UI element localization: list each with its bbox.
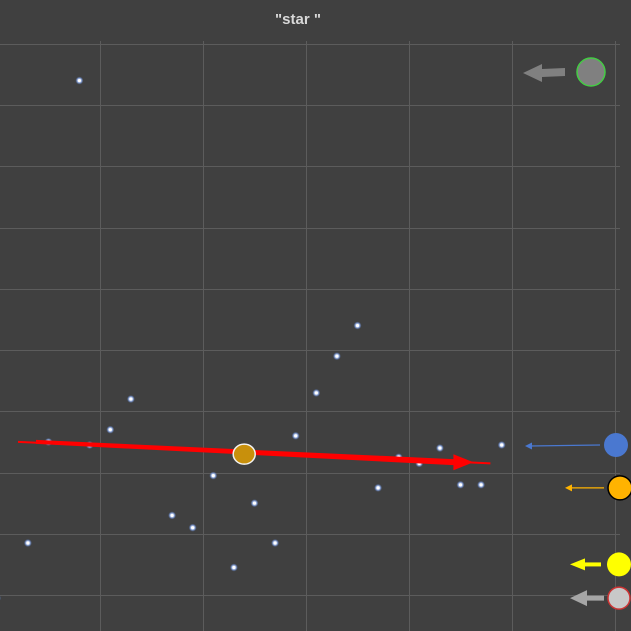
data-point xyxy=(229,563,238,572)
indicator-arrowhead xyxy=(570,590,587,607)
data-point xyxy=(353,321,362,330)
data-point-core xyxy=(170,513,174,518)
data-point xyxy=(456,480,465,489)
data-point-core xyxy=(314,391,318,395)
data-point xyxy=(168,511,177,520)
data-point xyxy=(435,444,444,453)
data-point xyxy=(250,499,259,508)
grid xyxy=(0,41,620,631)
data-point-core xyxy=(458,483,463,487)
top-right-control xyxy=(523,57,606,87)
indicator-arrow xyxy=(584,562,601,567)
data-point xyxy=(23,538,32,547)
data-point-core xyxy=(438,446,442,450)
back-arrow-icon xyxy=(523,64,565,82)
regression-arrowhead xyxy=(453,454,474,471)
data-point xyxy=(0,595,1,601)
indicator-arrowhead xyxy=(525,442,532,450)
data-point xyxy=(209,471,218,480)
indicator-dot xyxy=(607,552,631,577)
data-point xyxy=(291,431,300,440)
data-point-core xyxy=(273,541,277,545)
data-point xyxy=(271,538,280,547)
data-point-core xyxy=(294,434,298,438)
data-point-glow xyxy=(0,595,1,601)
data-point xyxy=(332,352,341,361)
indicators xyxy=(525,432,631,610)
data-point xyxy=(106,425,115,434)
data-point xyxy=(188,523,197,532)
data-points xyxy=(0,76,506,601)
indicator-arrow xyxy=(586,595,604,601)
indicator-dot xyxy=(607,475,631,501)
indicator-dot xyxy=(607,586,631,610)
data-point-core xyxy=(26,541,30,545)
indicator-dot xyxy=(604,432,628,457)
control-dot xyxy=(576,57,606,87)
data-point-core xyxy=(252,501,257,505)
data-point-core xyxy=(355,323,360,328)
data-point xyxy=(126,395,135,404)
indicator xyxy=(570,552,631,577)
data-point-core xyxy=(376,486,380,490)
indicator xyxy=(525,432,628,457)
indicator-arrow xyxy=(529,444,601,447)
data-point xyxy=(477,480,486,489)
mean-marker xyxy=(232,443,256,465)
data-point-core xyxy=(335,354,339,358)
data-point xyxy=(497,440,506,449)
data-point-core xyxy=(191,526,195,530)
data-point-core xyxy=(108,428,112,432)
data-point-core xyxy=(211,474,215,478)
chart-title: "star " xyxy=(275,11,321,28)
indicator-arrowhead xyxy=(570,558,585,571)
data-point-core xyxy=(479,483,483,487)
data-point xyxy=(75,76,84,85)
data-point-core xyxy=(77,78,81,83)
indicator xyxy=(570,586,631,610)
data-point xyxy=(374,483,383,492)
data-point-core xyxy=(129,397,133,401)
indicator xyxy=(565,475,631,501)
mean-marker-dot xyxy=(232,443,256,465)
data-point-core xyxy=(500,443,504,447)
data-point xyxy=(312,388,321,397)
data-point-core xyxy=(232,565,236,570)
indicator-arrowhead xyxy=(565,484,572,492)
